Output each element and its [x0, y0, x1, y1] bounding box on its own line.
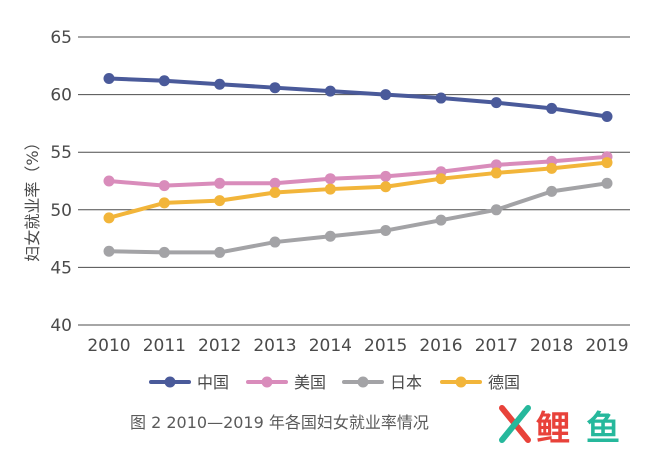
series-line — [107, 76, 609, 119]
watermark: 鲤 鱼 — [499, 405, 620, 449]
data-point — [158, 246, 170, 258]
data-point — [324, 230, 336, 242]
x-logo-icon — [499, 405, 531, 443]
series-3 — [103, 157, 613, 224]
legend-swatch-marker — [261, 376, 273, 388]
data-point — [158, 180, 170, 192]
x-tick-label: 2015 — [364, 336, 407, 356]
x-tick-label: 2013 — [253, 336, 296, 356]
series-2 — [103, 177, 613, 258]
data-point — [214, 246, 226, 258]
data-point — [546, 162, 558, 174]
legend-item: 美国 — [246, 373, 326, 392]
data-point — [103, 72, 115, 84]
data-point — [601, 157, 613, 169]
series-line — [107, 160, 609, 220]
legend-label: 美国 — [294, 373, 326, 392]
legend-label: 中国 — [197, 373, 229, 392]
data-point — [158, 197, 170, 209]
watermark-char-1: 鲤 — [536, 409, 570, 449]
data-point — [601, 177, 613, 189]
data-point — [269, 82, 281, 94]
series-0 — [103, 72, 613, 122]
series-1 — [103, 151, 613, 192]
x-tick-label: 2017 — [475, 336, 518, 356]
data-point — [435, 92, 447, 104]
legend-swatch-marker — [357, 376, 369, 388]
data-point — [380, 89, 392, 101]
data-point — [435, 214, 447, 226]
data-point — [324, 183, 336, 195]
y-tick-label: 45 — [50, 258, 72, 278]
watermark-char-2: 鱼 — [586, 409, 620, 449]
data-point — [269, 177, 281, 189]
data-point — [435, 173, 447, 185]
data-point — [490, 159, 502, 171]
y-tick-label: 60 — [50, 86, 72, 106]
legend-item: 德国 — [440, 373, 520, 392]
legend-item: 日本 — [342, 373, 422, 392]
y-tick-label: 40 — [50, 316, 72, 336]
data-point — [380, 225, 392, 237]
y-tick-labels: 40 45 50 55 60 65 — [50, 28, 72, 336]
legend-swatch-marker — [455, 376, 467, 388]
figure-caption: 图 2 2010—2019 年各国妇女就业率情况 — [130, 413, 429, 432]
data-point — [158, 75, 170, 87]
data-point — [214, 177, 226, 189]
data-point — [324, 173, 336, 185]
x-tick-label: 2012 — [198, 336, 241, 356]
x-tick-label: 2016 — [419, 336, 462, 356]
data-point — [546, 185, 558, 197]
data-point — [324, 85, 336, 97]
data-point — [490, 204, 502, 216]
x-tick-label: 2011 — [143, 336, 186, 356]
data-point — [269, 187, 281, 199]
legend-label: 德国 — [488, 373, 520, 392]
x-tick-labels: 2010 2011 2012 2013 2014 2015 2016 2017 2018 2019 — [87, 336, 628, 356]
x-tick-label: 2018 — [530, 336, 573, 356]
data-point — [380, 181, 392, 193]
series-line — [107, 154, 609, 188]
legend-swatch-marker — [164, 376, 176, 388]
data-point — [103, 245, 115, 257]
data-point — [103, 212, 115, 224]
data-point — [490, 97, 502, 109]
x-tick-label: 2010 — [87, 336, 130, 356]
legend-label: 日本 — [390, 373, 422, 392]
x-tick-label: 2014 — [309, 336, 352, 356]
data-point — [380, 170, 392, 182]
x-tick-label: 2019 — [585, 336, 628, 356]
data-point — [546, 102, 558, 114]
data-point — [601, 110, 613, 122]
legend: 中国 美国 日本 德国 — [149, 373, 520, 392]
y-tick-label: 65 — [50, 28, 72, 48]
y-axis-title: 妇女就业率（%） — [23, 134, 42, 261]
data-point — [269, 236, 281, 248]
series-line — [107, 181, 609, 255]
data-point — [103, 175, 115, 187]
y-tick-label: 50 — [50, 201, 72, 221]
y-tick-label: 55 — [50, 143, 72, 163]
legend-item: 中国 — [149, 373, 229, 392]
data-point — [214, 78, 226, 90]
data-point — [214, 195, 226, 207]
data-point — [490, 167, 502, 179]
series-lines — [103, 72, 613, 258]
